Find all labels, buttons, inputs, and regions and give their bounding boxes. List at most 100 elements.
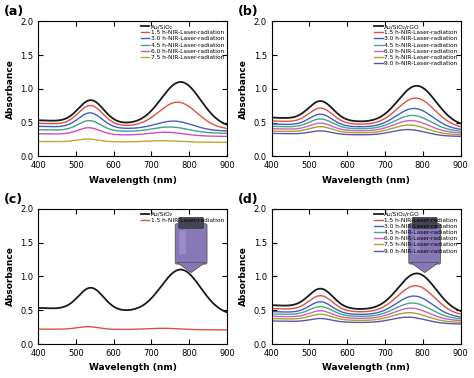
- Text: (a): (a): [4, 6, 24, 19]
- Au/SiO₂: [146, 110, 152, 115]
- Au/SiO₂/rGO: [318, 99, 323, 103]
- Au/SiO₂: [84, 99, 90, 104]
- 1.5 h-NIR-Laser-radiation: [224, 328, 230, 332]
- 6.0 h-NIR-Laser-radiation: [411, 306, 417, 311]
- 3.0 h-NIR-Laser-radiation: [69, 121, 74, 125]
- 7.5 h-NIR-Laser-radiation: [302, 315, 308, 320]
- 9.0 h-NIR-Laser-radiation: [380, 131, 386, 136]
- Line: Au/SiO₂: Au/SiO₂: [38, 270, 227, 312]
- 1.5 h-NIR-Laser-radiation: [318, 293, 323, 298]
- 7.5 h-NIR-Laser-radiation: [411, 311, 417, 315]
- Line: 7.5 h-NIR-Laser-radiation: 7.5 h-NIR-Laser-radiation: [272, 125, 461, 135]
- 3.0 h-NIR-Laser-radiation: [411, 294, 417, 298]
- 1.5 h-NIR-Laser-radiation: [354, 122, 360, 126]
- 9.0 h-NIR-Laser-radiation: [458, 322, 464, 326]
- 9.0 h-NIR-Laser-radiation: [380, 319, 386, 323]
- Line: 4.5 h-NIR-Laser-radiation: 4.5 h-NIR-Laser-radiation: [272, 303, 461, 319]
- 7.5 h-NIR-Laser-radiation: [147, 139, 153, 143]
- Line: 1.5 h-NIR-Laser-radiation: 1.5 h-NIR-Laser-radiation: [38, 327, 227, 330]
- 1.5 h-NIR-Laser-radiation: [84, 104, 90, 108]
- 7.5 h-NIR-Laser-radiation: [458, 320, 464, 325]
- 6.0 h-NIR-Laser-radiation: [178, 131, 183, 136]
- 7.5 h-NIR-Laser-radiation: [35, 139, 41, 144]
- 7.5 h-NIR-Laser-radiation: [302, 127, 308, 132]
- 4.5 h-NIR-Laser-radiation: [269, 312, 274, 316]
- 1.5 h-NIR-Laser-radiation: [178, 327, 183, 331]
- 3.0 h-NIR-Laser-radiation: [318, 112, 323, 116]
- 1.5 h-NIR-Laser-radiation: [458, 124, 464, 129]
- 7.5 h-NIR-Laser-radiation: [458, 132, 464, 137]
- 6.0 h-NIR-Laser-radiation: [354, 129, 360, 133]
- 7.5 h-NIR-Laser-radiation: [84, 137, 90, 141]
- 3.0 h-NIR-Laser-radiation: [380, 121, 386, 125]
- 4.5 h-NIR-Laser-radiation: [410, 301, 415, 305]
- Y-axis label: Absorbance: Absorbance: [239, 246, 248, 306]
- 4.5 h-NIR-Laser-radiation: [395, 305, 401, 310]
- 1.5 h-NIR-Laser-radiation: [380, 117, 386, 122]
- 1.5 h-NIR-Laser-radiation: [69, 116, 74, 121]
- 9.0 h-NIR-Laser-radiation: [395, 316, 401, 321]
- Au/SiO₂/rGO: [414, 84, 419, 88]
- 9.0 h-NIR-Laser-radiation: [411, 128, 417, 132]
- 4.5 h-NIR-Laser-radiation: [354, 126, 360, 131]
- 4.5 h-NIR-Laser-radiation: [302, 122, 308, 126]
- 3.0 h-NIR-Laser-radiation: [354, 124, 360, 129]
- 9.0 h-NIR-Laser-radiation: [458, 134, 464, 139]
- Au/SiO₂/rGO: [411, 84, 417, 88]
- Line: 3.0 h-NIR-Laser-radiation: 3.0 h-NIR-Laser-radiation: [272, 296, 461, 317]
- 7.5 h-NIR-Laser-radiation: [269, 316, 274, 321]
- Au/SiO₂/rGO: [458, 121, 464, 125]
- 1.5 h-NIR-Laser-radiation: [35, 121, 41, 125]
- 4.5 h-NIR-Laser-radiation: [84, 119, 90, 123]
- 6.0 h-NIR-Laser-radiation: [269, 126, 274, 131]
- 4.5 h-NIR-Laser-radiation: [162, 125, 167, 129]
- 1.5 h-NIR-Laser-radiation: [413, 96, 419, 101]
- 9.0 h-NIR-Laser-radiation: [302, 130, 308, 135]
- 6.0 h-NIR-Laser-radiation: [224, 134, 230, 139]
- 7.5 h-NIR-Laser-radiation: [411, 123, 417, 128]
- Line: 3.0 h-NIR-Laser-radiation: 3.0 h-NIR-Laser-radiation: [272, 108, 461, 129]
- 6.0 h-NIR-Laser-radiation: [318, 121, 323, 125]
- Au/SiO₂: [162, 280, 167, 285]
- 1.5 h-NIR-Laser-radiation: [35, 327, 41, 332]
- 9.0 h-NIR-Laser-radiation: [318, 316, 323, 321]
- 4.5 h-NIR-Laser-radiation: [69, 125, 74, 130]
- 1.5 h-NIR-Laser-radiation: [411, 96, 417, 101]
- 6.0 h-NIR-Laser-radiation: [458, 318, 464, 323]
- 3.0 h-NIR-Laser-radiation: [411, 106, 417, 111]
- 9.0 h-NIR-Laser-radiation: [269, 131, 274, 136]
- Line: 1.5 h-NIR-Laser-radiation: 1.5 h-NIR-Laser-radiation: [272, 286, 461, 314]
- 6.0 h-NIR-Laser-radiation: [121, 133, 127, 137]
- 1.5 h-NIR-Laser-radiation: [121, 123, 127, 127]
- 6.0 h-NIR-Laser-radiation: [302, 125, 308, 129]
- Au/SiO₂: [178, 80, 183, 84]
- 3.0 h-NIR-Laser-radiation: [395, 300, 401, 305]
- 7.5 h-NIR-Laser-radiation: [380, 316, 386, 321]
- 9.0 h-NIR-Laser-radiation: [354, 133, 360, 137]
- Au/SiO₂/rGO: [318, 287, 323, 291]
- 3.0 h-NIR-Laser-radiation: [121, 126, 127, 130]
- 1.5 h-NIR-Laser-radiation: [302, 302, 308, 306]
- 1.5 h-NIR-Laser-radiation: [458, 312, 464, 316]
- 6.0 h-NIR-Laser-radiation: [162, 130, 167, 135]
- 6.0 h-NIR-Laser-radiation: [86, 125, 91, 130]
- 7.5 h-NIR-Laser-radiation: [380, 129, 386, 133]
- 1.5 h-NIR-Laser-radiation: [85, 324, 91, 329]
- Au/SiO₂/rGO: [269, 303, 274, 307]
- 3.0 h-NIR-Laser-radiation: [35, 124, 41, 129]
- 4.5 h-NIR-Laser-radiation: [224, 131, 230, 136]
- X-axis label: Wavelength (nm): Wavelength (nm): [89, 176, 176, 185]
- 6.0 h-NIR-Laser-radiation: [84, 125, 90, 130]
- Au/SiO₂: [224, 122, 230, 127]
- 7.5 h-NIR-Laser-radiation: [406, 310, 412, 315]
- 6.0 h-NIR-Laser-radiation: [318, 308, 323, 313]
- 7.5 h-NIR-Laser-radiation: [406, 123, 412, 127]
- 7.5 h-NIR-Laser-radiation: [354, 130, 360, 135]
- Line: 3.0 h-NIR-Laser-radiation: 3.0 h-NIR-Laser-radiation: [38, 113, 227, 131]
- Line: 6.0 h-NIR-Laser-radiation: 6.0 h-NIR-Laser-radiation: [38, 128, 227, 136]
- Au/SiO₂/rGO: [302, 109, 308, 113]
- 1.5 h-NIR-Laser-radiation: [69, 326, 74, 331]
- Legend: Au/SiO₂, 1.5 h-NIR-Laser-radiation: Au/SiO₂, 1.5 h-NIR-Laser-radiation: [140, 211, 225, 224]
- 1.5 h-NIR-Laser-radiation: [380, 305, 386, 310]
- 1.5 h-NIR-Laser-radiation: [162, 105, 167, 110]
